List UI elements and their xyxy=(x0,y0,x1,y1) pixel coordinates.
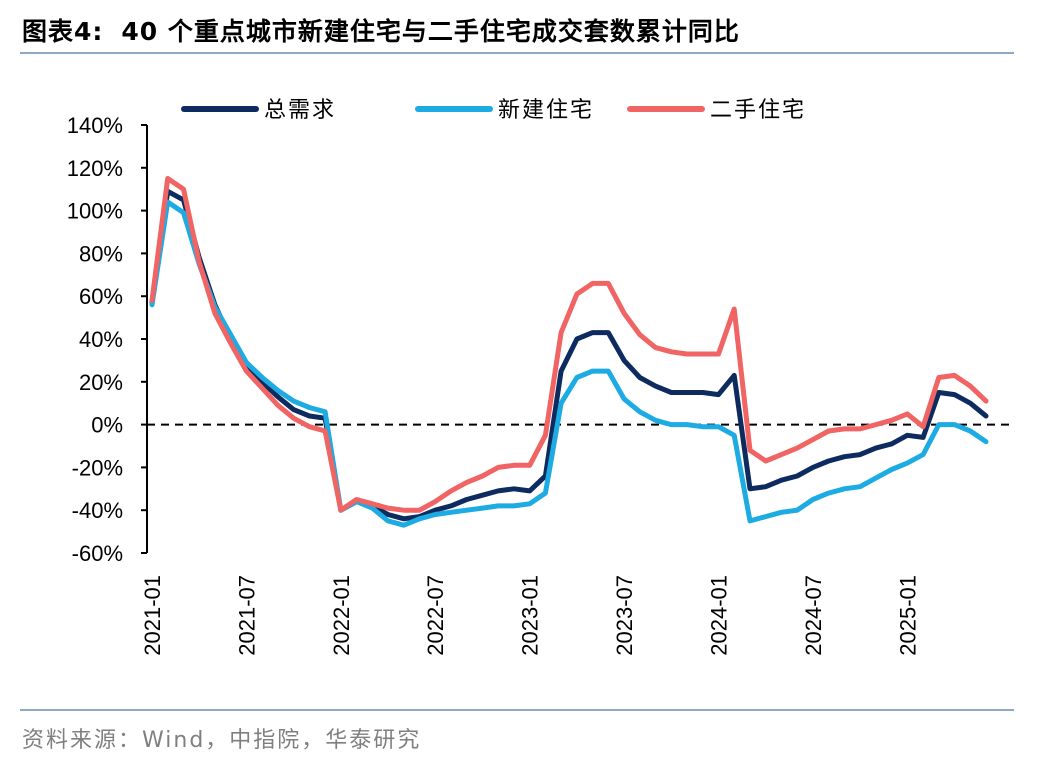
y-axis: 140% 120% 100% 80% 60% 40% 20% 0% -20% -40% -60% xyxy=(67,113,1010,566)
y-tick-label: 60% xyxy=(79,284,123,309)
bottom-rule xyxy=(20,709,1014,711)
y-tick-label: 20% xyxy=(79,370,123,395)
x-tick-label: 2024-07 xyxy=(801,575,826,656)
legend-label: 新建住宅 xyxy=(498,98,594,123)
y-tick-label: 40% xyxy=(79,327,123,352)
x-tick-label: 2022-07 xyxy=(423,575,448,656)
chart-legend: 总需求 新建住宅 二手住宅 xyxy=(181,98,806,123)
source-note: 资料来源：Wind，中指院，华泰研究 xyxy=(22,728,422,753)
series-line-3 xyxy=(149,176,989,513)
x-tick-label: 2021-01 xyxy=(140,575,165,656)
x-tick-label: 2024-01 xyxy=(706,575,731,656)
y-tick-label: 80% xyxy=(79,241,123,266)
y-tick-label: -40% xyxy=(72,498,123,523)
x-tick-label: 2023-07 xyxy=(612,575,637,656)
x-axis: 2021-01 2021-07 2022-01 2022-07 2023-01 2023-… xyxy=(140,575,920,656)
top-rule xyxy=(20,52,1014,54)
x-tick-label: 2022-01 xyxy=(329,575,354,656)
y-tick-label: 120% xyxy=(67,156,123,181)
y-tick-label: 140% xyxy=(67,113,123,138)
y-tick-label: 0% xyxy=(91,413,123,438)
legend-label: 二手住宅 xyxy=(710,98,806,123)
y-tick-label: -20% xyxy=(72,455,123,480)
y-tick-label: 100% xyxy=(67,199,123,224)
series-line-2 xyxy=(149,199,989,528)
legend-label: 总需求 xyxy=(264,98,336,123)
series-line-1 xyxy=(149,188,989,522)
x-tick-label: 2025-01 xyxy=(895,575,920,656)
x-tick-label: 2023-01 xyxy=(518,575,543,656)
figure-title-prefix: 图表4: xyxy=(22,17,104,46)
x-tick-label: 2021-07 xyxy=(234,575,259,656)
line-chart: 总需求 新建住宅 二手住宅 140% 120% 100% 80% 60% 40% 20% 0% -2… xyxy=(67,98,1010,656)
y-tick-label: -60% xyxy=(72,541,123,566)
chart-series xyxy=(149,176,989,528)
figure-title: 图表4: 40 个重点城市新建住宅与二手住宅成交套数累计同比 xyxy=(22,12,740,48)
figure-title-text: 40 个重点城市新建住宅与二手住宅成交套数累计同比 xyxy=(121,17,740,46)
